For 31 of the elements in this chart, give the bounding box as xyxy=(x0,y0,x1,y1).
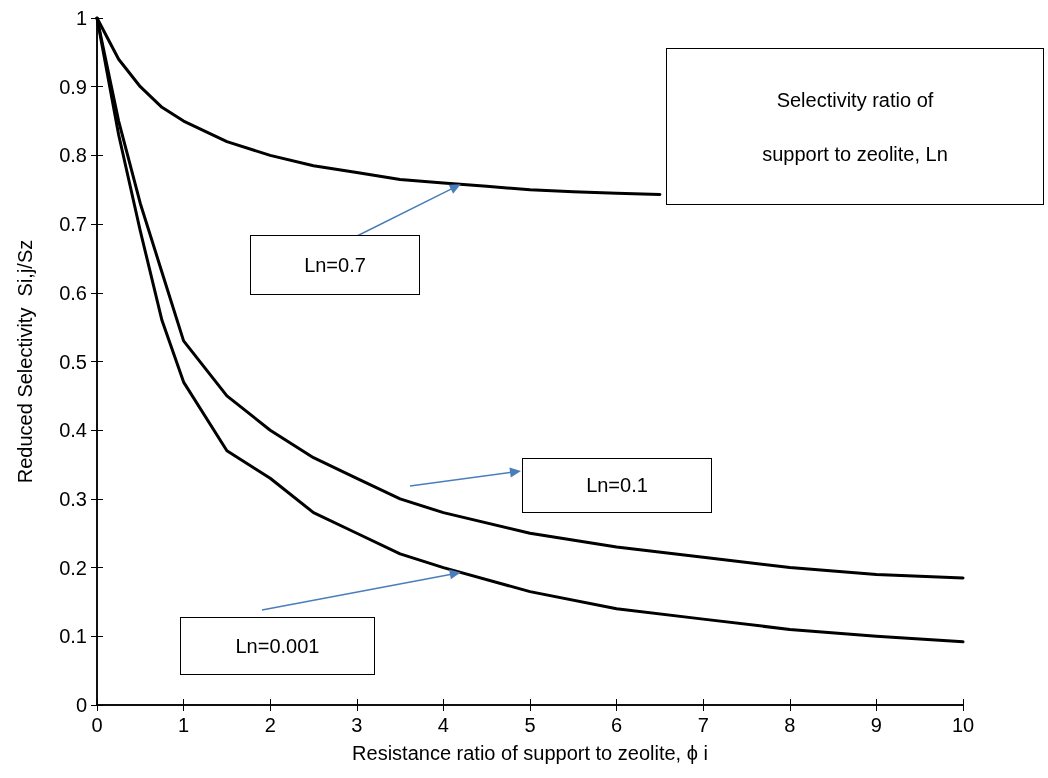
text-box: Ln=0.1 xyxy=(522,458,712,513)
annotation: Ln=0.1 xyxy=(586,474,648,497)
x-tick-label: 4 xyxy=(437,714,449,736)
x-tick-label: 1 xyxy=(178,714,190,736)
y-axis-title: Reduced Selectivity Si,j/Sz xyxy=(14,239,36,484)
y-tick-label: 0.4 xyxy=(59,419,87,442)
x-tick-label: 3 xyxy=(351,714,363,736)
y-tick-label: 0 xyxy=(75,694,87,716)
text-box: Ln=0.001 xyxy=(180,617,375,675)
x-tick-label: 5 xyxy=(524,714,536,736)
x-axis-title: Resistance ratio of support to zeolite, ϕ i xyxy=(352,742,708,764)
x-tick-label: 9 xyxy=(870,714,882,736)
y-tick-label: 0.5 xyxy=(59,350,87,373)
text-box: Selectivity ratio of support to zeolite, Ln xyxy=(666,48,1044,205)
annotation: Ln=0.001 xyxy=(235,634,320,658)
x-tick-label: 0 xyxy=(91,714,103,736)
x-tick-label: 8 xyxy=(784,714,796,736)
y-tick-label: 1 xyxy=(75,7,87,29)
annotation: Ln=0.7 xyxy=(304,253,366,277)
x-tick-label: 10 xyxy=(951,714,975,736)
y-tick-label: 0.3 xyxy=(59,487,87,510)
x-tick-label: 6 xyxy=(611,714,623,736)
y-tick-label: 0.9 xyxy=(59,75,87,98)
y-tick-label: 0.6 xyxy=(59,281,87,304)
y-tick-label: 0.2 xyxy=(59,556,87,579)
y-tick-label: 0.1 xyxy=(59,625,87,648)
x-tick-label: 2 xyxy=(264,714,276,736)
y-tick-label: 0.7 xyxy=(59,213,87,236)
y-tick-label: 0.8 xyxy=(59,144,87,167)
text-box: Ln=0.7 xyxy=(250,235,420,295)
x-tick-label: 7 xyxy=(697,714,709,736)
